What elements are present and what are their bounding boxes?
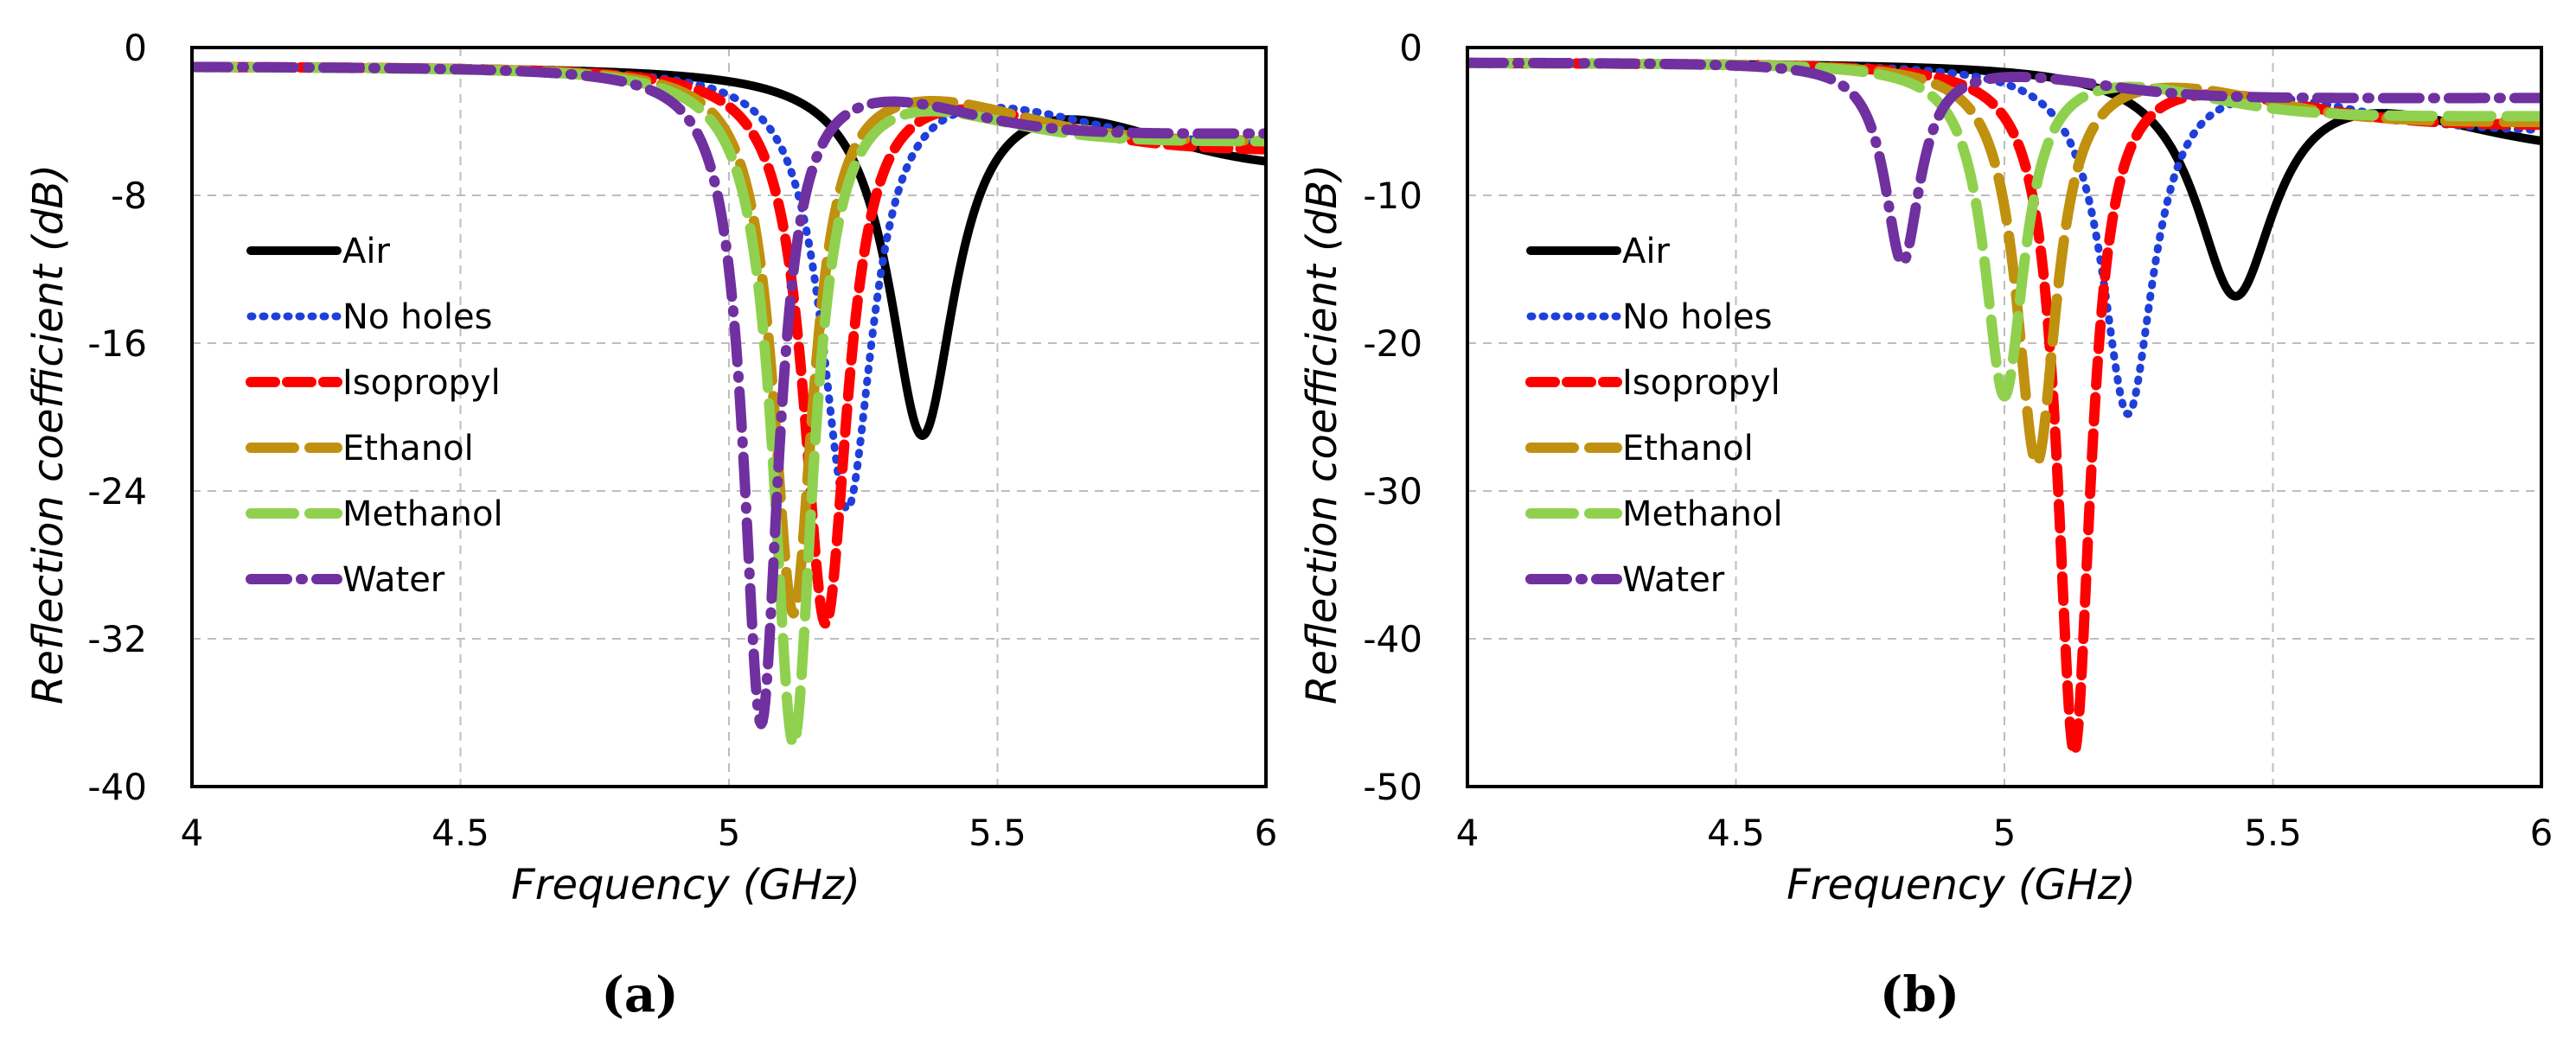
y-tick-label: -20 <box>1363 322 1422 365</box>
x-tick-label: 6 <box>1255 812 1278 854</box>
y-axis-title: Reflection coefficient (dB) <box>24 164 73 704</box>
y-tick-label: 0 <box>1399 27 1422 69</box>
legend-label: Isopropyl <box>342 363 501 403</box>
legend-label: Methanol <box>342 494 503 534</box>
plot-frame <box>1466 46 2543 788</box>
y-tick-label: -32 <box>87 618 147 660</box>
x-tick-label: 5 <box>718 812 741 854</box>
y-tick-label: -8 <box>111 175 147 217</box>
y-tick-label: -16 <box>87 322 147 365</box>
panel-label: (a) <box>601 966 678 1023</box>
legend-label: Air <box>1622 232 1670 271</box>
x-tick-label: 4.5 <box>431 812 489 854</box>
legend-label: No holes <box>342 297 493 337</box>
legend: Air No holes Isopropyl Ethanol Methanol Water <box>1525 232 1783 600</box>
y-tick-label: -10 <box>1363 175 1422 217</box>
panel-label: (b) <box>1880 966 1959 1023</box>
x-axis-title: Frequency (GHz) <box>1787 861 2136 909</box>
legend-label: No holes <box>1622 297 1773 337</box>
x-tick-label: 4.5 <box>1707 812 1765 854</box>
legend-label: Ethanol <box>342 429 474 468</box>
x-tick-label: 5.5 <box>2244 812 2302 854</box>
y-tick-label: -40 <box>87 766 147 808</box>
chart-panel-b: 0 -10 -20 -30 -40 -50 4 4.5 5 5.5 6 Frequency (GHz)… <box>1298 27 2553 1023</box>
legend-label: Ethanol <box>1622 429 1754 468</box>
legend-label: Water <box>342 560 445 600</box>
chart-panel-a: 0 -8 -16 -24 -32 -40 4 4.5 5 5.5 6 Frequency (GHz) R… <box>24 27 1277 1023</box>
legend-label: Water <box>1622 560 1725 600</box>
legend-label: Methanol <box>1622 494 1783 534</box>
plot-frame <box>190 46 1268 788</box>
x-tick-label: 5.5 <box>968 812 1026 854</box>
legend: Air No holes Isopropyl Ethanol Methanol Water <box>246 232 503 600</box>
y-tick-label: 0 <box>124 27 147 69</box>
x-tick-label: 5 <box>1993 812 2017 854</box>
series-line-water <box>192 61 1266 730</box>
x-axis-title: Frequency (GHz) <box>511 861 860 909</box>
y-axis-title: Reflection coefficient (dB) <box>1298 164 1346 704</box>
series-group <box>192 61 1266 749</box>
y-tick-label: -50 <box>1363 766 1422 808</box>
legend-label: Isopropyl <box>1622 363 1780 403</box>
x-tick-label: 6 <box>2530 812 2554 854</box>
y-tick-label: -24 <box>87 470 147 513</box>
x-tick-label: 4 <box>181 812 204 854</box>
series-group <box>1467 57 2541 758</box>
x-tick-label: 4 <box>1456 812 1480 854</box>
series-line-water <box>1467 57 2541 269</box>
y-tick-label: -40 <box>1363 618 1422 660</box>
legend-label: Air <box>342 232 390 271</box>
y-tick-label: -30 <box>1363 470 1422 513</box>
